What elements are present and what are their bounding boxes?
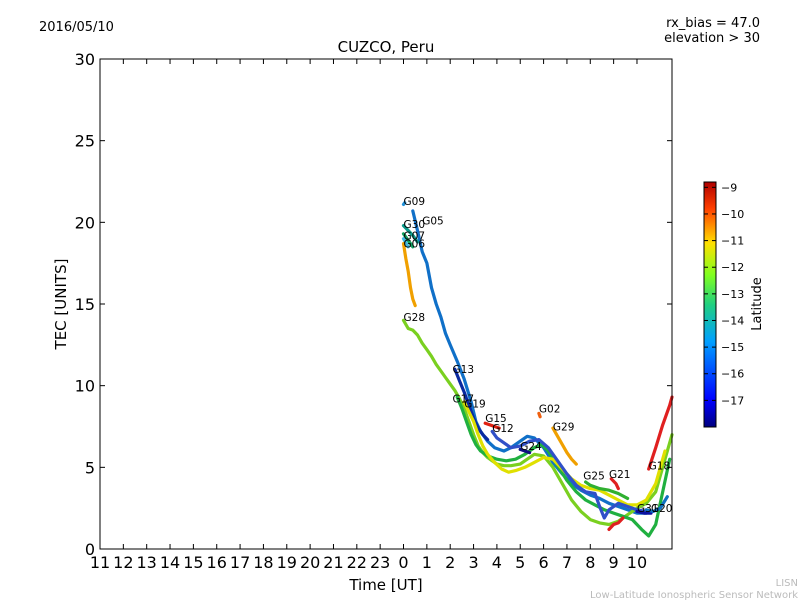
series-G09	[401, 201, 407, 206]
label-G02: G02	[539, 403, 561, 415]
series-G29	[551, 426, 578, 466]
label-G20: G20	[651, 503, 673, 515]
label-G24: G24	[520, 441, 542, 453]
x-tick-label: 14	[160, 553, 180, 572]
x-tick-label: 18	[253, 553, 273, 572]
x-tick-label: 7	[562, 553, 572, 572]
footer-network: Low-Latitude Ionospheric Sensor Network	[590, 590, 798, 600]
label-G09: G09	[404, 196, 426, 208]
x-tick-label: 3	[468, 553, 478, 572]
x-tick-label: 11	[90, 553, 110, 572]
x-tick-label: 17	[230, 553, 250, 572]
x-tick-label: 1	[422, 553, 432, 572]
label-G28: G28	[404, 312, 426, 324]
colorbar-tick-label: −13	[721, 288, 744, 301]
y-tick-label: 25	[75, 132, 95, 151]
label-G15: G15	[485, 413, 507, 425]
colorbar-tick-label: −14	[721, 314, 744, 327]
x-axis-label: Time [UT]	[348, 576, 422, 594]
x-tick-label: 8	[585, 553, 595, 572]
y-tick-label: 10	[75, 377, 95, 396]
colorbar-tick-label: −17	[721, 394, 744, 407]
label-G17: G17	[453, 394, 475, 406]
label-G29: G29	[553, 421, 575, 433]
y-tick-label: 30	[75, 50, 95, 69]
colorbar-ticks: −9 −10 −11 −12 −13 −14 −15 −16 −17	[704, 181, 744, 407]
label-G30: G30	[404, 219, 426, 231]
series-G12	[490, 429, 648, 520]
label-G18: G18	[649, 461, 671, 473]
series-G06	[401, 237, 410, 249]
x-tick-label: 5	[515, 553, 525, 572]
y-tick-label: 20	[75, 213, 95, 232]
label-G07: G07	[404, 230, 426, 242]
series-G19	[462, 400, 667, 507]
date-label: 2016/05/10	[39, 20, 114, 35]
label-G31: G31	[637, 503, 659, 515]
y-tick-label: 15	[75, 295, 95, 314]
series-G15	[483, 421, 501, 430]
x-tick-label: 12	[113, 553, 133, 572]
series-G13	[453, 367, 490, 442]
y-tick-label: 5	[85, 458, 95, 477]
x-tick-label: 10	[627, 553, 647, 572]
plot-marks	[401, 201, 674, 538]
colorbar-tick-label: −11	[721, 235, 744, 248]
label-G12: G12	[492, 423, 514, 435]
series-G21	[609, 477, 620, 491]
x-tick-label: 9	[609, 553, 619, 572]
x-tick-label: 4	[492, 553, 502, 572]
colorbar-tick-label: −15	[721, 341, 744, 354]
colorbar-tick-label: −16	[721, 368, 744, 381]
y-axis: 0 5 10 15 20 25 30	[75, 50, 672, 559]
chart-title: CUZCO, Peru	[338, 38, 435, 56]
footer-lisn: LISN	[776, 578, 798, 589]
series-G28	[401, 318, 674, 527]
label-G05: G05	[422, 216, 444, 228]
series-G31	[635, 509, 653, 515]
y-tick-label: 0	[85, 540, 95, 559]
x-tick-label: 15	[183, 553, 203, 572]
x-tick-label: 19	[277, 553, 297, 572]
colorbar-tick-label: −12	[721, 261, 744, 274]
colorbar-label: Latitude	[750, 277, 765, 331]
series-G07	[401, 232, 415, 249]
x-tick-label: 20	[300, 553, 320, 572]
series-G30	[401, 224, 420, 244]
label-G21: G21	[609, 469, 631, 481]
label-G13: G13	[453, 364, 475, 376]
label-G06: G06	[404, 238, 426, 250]
series-G20	[644, 495, 669, 513]
x-axis: 11 12 13 14 15 16 17 18 19 20 21 22 23 0 1 2 3 4 5 6 7 8 9 10	[90, 59, 647, 572]
x-tick-label: 16	[207, 553, 227, 572]
elevation-label: elevation > 30	[664, 31, 760, 46]
rx-bias-label: rx_bias = 47.0	[666, 16, 760, 31]
series-G18	[647, 395, 674, 471]
x-tick-label: 22	[347, 553, 367, 572]
series-G00	[401, 242, 417, 308]
series-G25	[583, 480, 630, 500]
label-G25: G25	[583, 470, 605, 482]
series-G24	[518, 447, 532, 455]
colorbar-tick-label: −10	[721, 208, 744, 221]
label-G19: G19	[464, 399, 486, 411]
x-tick-label: 21	[323, 553, 343, 572]
x-tick-label: 2	[445, 553, 455, 572]
series-G02	[537, 411, 542, 419]
y-axis-label: TEC [UNITS]	[52, 259, 70, 351]
series-G05	[411, 209, 648, 515]
x-tick-label: 0	[398, 553, 408, 572]
x-tick-label: 13	[137, 553, 157, 572]
colorbar-tick-label: −9	[721, 181, 737, 194]
x-tick-label: 23	[370, 553, 390, 572]
colorbar	[703, 181, 717, 428]
series-G14	[607, 516, 625, 532]
x-tick-label: 6	[538, 553, 548, 572]
